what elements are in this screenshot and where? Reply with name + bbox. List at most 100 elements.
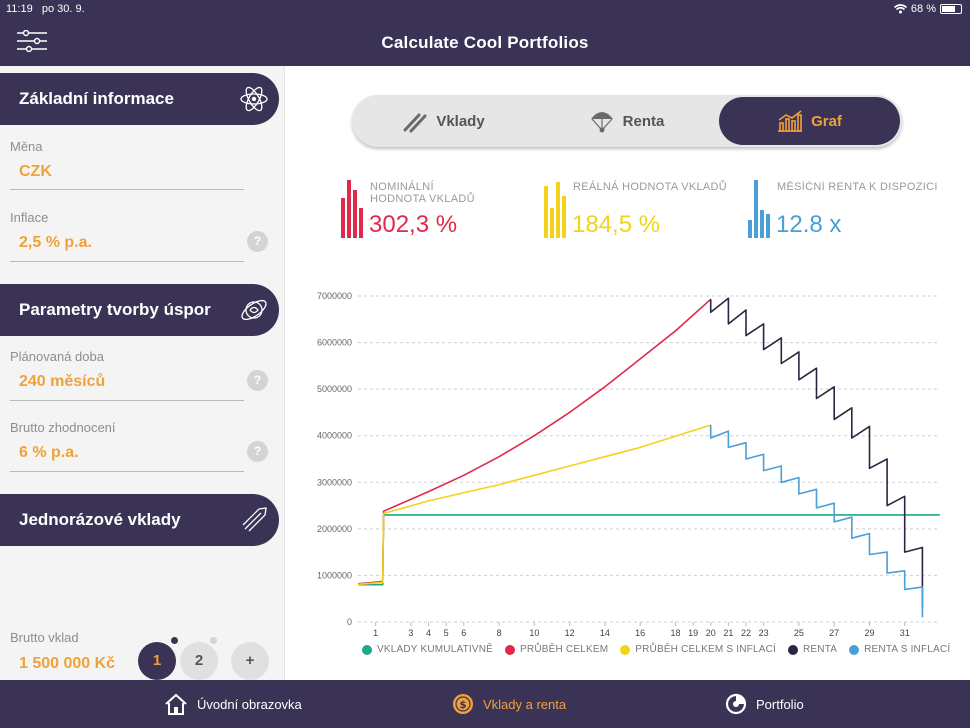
inflation-label: Inflace xyxy=(10,210,49,225)
wifi-icon xyxy=(893,4,907,14)
currency-underline xyxy=(10,189,244,190)
x-tick-label: 27 xyxy=(829,628,839,638)
annuity-value: 12.8 x xyxy=(776,211,842,238)
y-tick-label: 2000000 xyxy=(317,524,352,534)
x-tick-label: 14 xyxy=(600,628,610,638)
bottom-tab-bar: Úvodní obrazovka $ Vklady a renta Portfo… xyxy=(0,680,970,728)
duration-help-button[interactable]: ? xyxy=(247,370,268,391)
x-tick-label: 31 xyxy=(900,628,910,638)
gross-yield-help-button[interactable]: ? xyxy=(247,441,268,462)
battery-percent: 68 % xyxy=(910,3,936,15)
y-tick-label: 5000000 xyxy=(317,384,352,394)
gross-deposit-field[interactable]: 1 500 000 Kč xyxy=(19,655,116,672)
inflation-field[interactable]: 2,5 % p.a. xyxy=(19,234,92,251)
deposit-page-1[interactable]: 1 xyxy=(138,642,176,680)
section-basic-title: Základní informace xyxy=(19,89,174,108)
inflation-help-button[interactable]: ? xyxy=(247,231,268,252)
nominal-bars-icon xyxy=(341,180,363,238)
legend-label: RENTA xyxy=(802,644,838,655)
x-tick-label: 25 xyxy=(794,628,804,638)
tab-annuity-label: Renta xyxy=(622,112,665,130)
legend-swatch xyxy=(849,644,860,655)
series-line-3 xyxy=(357,424,711,586)
status-indicators: 68 % xyxy=(893,3,962,15)
tab-chart[interactable]: Graf xyxy=(719,97,900,145)
x-tick-label: 1 xyxy=(373,628,378,638)
tab-chart-label: Graf xyxy=(811,112,842,130)
y-tick-label: 6000000 xyxy=(317,338,352,348)
tab-deposits-annuity[interactable]: $ Vklady a renta xyxy=(452,680,566,728)
y-tick-label: 0 xyxy=(347,617,352,627)
sliders-icon[interactable] xyxy=(17,30,47,52)
page-2-indicator-dot xyxy=(210,637,217,644)
deposit-page-2[interactable]: 2 xyxy=(180,642,218,680)
status-time: 11:19 xyxy=(6,3,33,15)
x-tick-label: 29 xyxy=(864,628,874,638)
coin-icon: $ xyxy=(453,694,473,714)
real-label: REÁLNÁ HODNOTA VKLADŮ xyxy=(573,181,728,193)
rocket-icon xyxy=(403,113,427,133)
x-tick-label: 23 xyxy=(759,628,769,638)
bar-chart-icon xyxy=(778,110,803,132)
x-tick-label: 19 xyxy=(688,628,698,638)
tab-deposits-annuity-label: Vklady a renta xyxy=(483,696,567,712)
legend-label: PRŮBĚH CELKEM xyxy=(520,644,609,655)
nominal-label: NOMINÁLNÍ HODNOTA VKLADŮ xyxy=(370,181,475,205)
x-tick-label: 3 xyxy=(408,628,413,638)
legend-item[interactable]: PRŮBĚH CELKEM S INFLACÍ xyxy=(620,644,776,655)
settings-panel: Základní informace Měna CZK Inflace 2,5 … xyxy=(0,66,285,680)
tab-portfolio[interactable]: Portfolio xyxy=(725,680,804,728)
legend-label: VKLADY KUMULATIVNĚ xyxy=(377,644,494,655)
atom-icon xyxy=(240,86,268,112)
y-tick-label: 7000000 xyxy=(317,291,352,301)
x-tick-label: 20 xyxy=(706,628,716,638)
series-line-4 xyxy=(709,297,924,608)
legend-label: PRŮBĚH CELKEM S INFLACÍ xyxy=(635,644,776,655)
tab-deposits[interactable]: Vklady xyxy=(352,97,535,145)
pie-icon xyxy=(725,693,747,715)
gross-yield-field[interactable]: 6 % p.a. xyxy=(19,444,79,461)
section-one-time-deposits[interactable]: Jednorázové vklady xyxy=(0,494,279,546)
x-tick-label: 6 xyxy=(461,628,466,638)
tab-home[interactable]: Úvodní obrazovka xyxy=(164,680,302,728)
annuity-label: MĚSÍČNÍ RENTA K DISPOZICI xyxy=(777,181,938,193)
annuity-bars-icon xyxy=(748,180,770,238)
gross-deposit-label: Brutto vklad xyxy=(10,630,79,645)
page-title: Calculate Cool Portfolios xyxy=(381,33,589,52)
status-date: po 30. 9. xyxy=(41,3,85,15)
add-deposit-button[interactable]: + xyxy=(231,642,269,680)
y-tick-label: 1000000 xyxy=(317,570,352,580)
nominal-label-line2: HODNOTA VKLADŮ xyxy=(370,193,475,205)
svg-text:$: $ xyxy=(460,700,467,711)
section-deposits-title: Jednorázové vklady xyxy=(19,510,181,529)
series-line-5 xyxy=(709,425,924,618)
legend-item[interactable]: VKLADY KUMULATIVNĚ xyxy=(362,644,493,655)
legend-swatch xyxy=(505,644,516,655)
status-time-date: 11:19 po 30. 9. xyxy=(6,3,85,15)
section-savings-params[interactable]: Parametry tvorby úspor xyxy=(0,284,279,336)
x-tick-label: 21 xyxy=(723,628,733,638)
section-savings-title: Parametry tvorby úspor xyxy=(19,300,211,319)
legend-item[interactable]: RENTA xyxy=(787,644,838,655)
tab-portfolio-label: Portfolio xyxy=(756,696,804,712)
duration-underline xyxy=(10,400,244,401)
top-bar: 11:19 po 30. 9. 68 % Calculate Cool Port… xyxy=(0,0,970,66)
duration-field[interactable]: 240 měsíců xyxy=(19,373,106,390)
legend-item[interactable]: PRŮBĚH CELKEM xyxy=(505,644,608,655)
legend-label: RENTA S INFLACÍ xyxy=(864,644,951,655)
page-1-indicator-dot xyxy=(171,637,178,644)
section-basic-info[interactable]: Základní informace xyxy=(0,73,279,125)
gross-yield-underline xyxy=(10,471,244,472)
inflation-underline xyxy=(10,261,244,262)
tab-annuity[interactable]: Renta xyxy=(535,97,718,145)
real-value: 184,5 % xyxy=(572,211,661,238)
legend-item[interactable]: RENTA S INFLACÍ xyxy=(849,644,950,655)
gross-yield-label: Brutto zhodnocení xyxy=(10,420,116,435)
tab-home-label: Úvodní obrazovka xyxy=(197,696,302,712)
nominal-label-line1: NOMINÁLNÍ xyxy=(370,181,434,193)
series-line-1 xyxy=(358,514,940,586)
x-tick-label: 16 xyxy=(635,628,645,638)
parachute-icon xyxy=(590,112,613,133)
legend-swatch xyxy=(787,644,798,655)
currency-field[interactable]: CZK xyxy=(19,163,52,180)
